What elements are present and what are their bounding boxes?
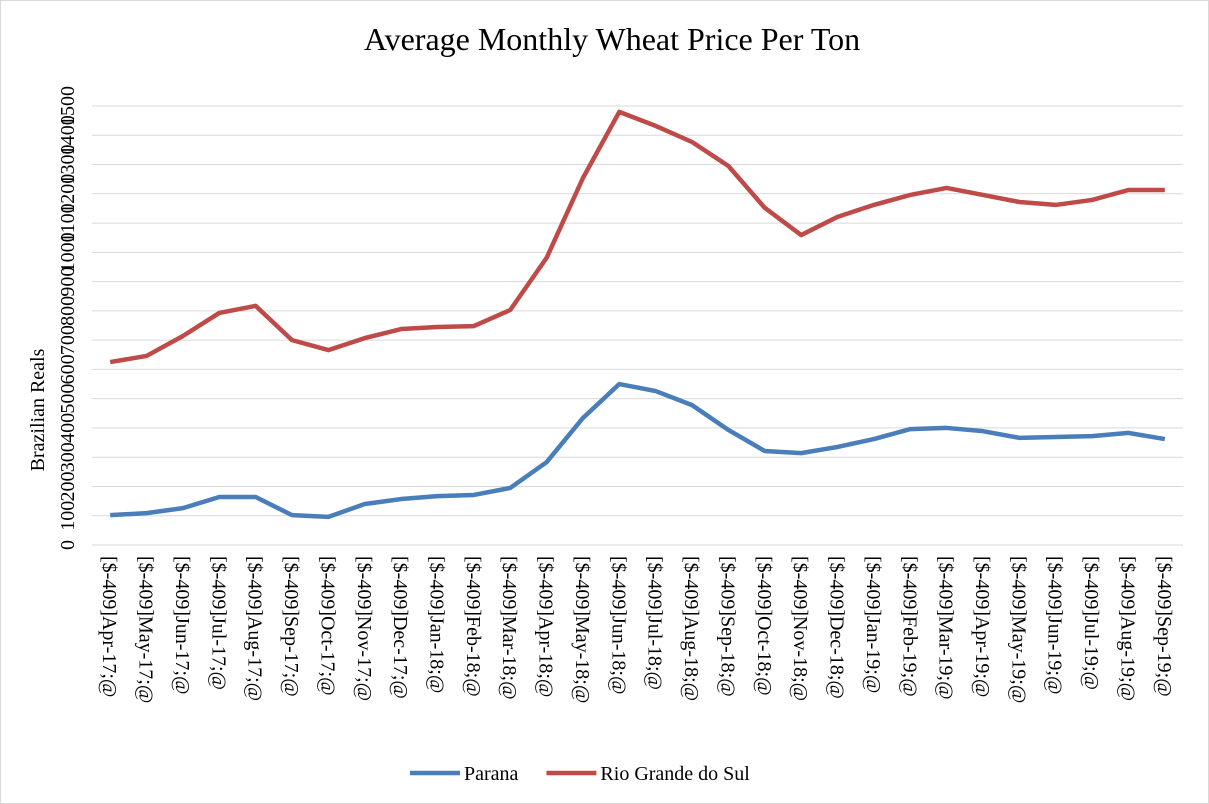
- x-tick-label: [$-409]Feb-18;@: [462, 556, 484, 697]
- x-tick-label: [$-409]Aug-18;@: [680, 556, 702, 701]
- y-tick-label: 500: [57, 384, 79, 414]
- x-tick-label: [$-409]Mar-19;@: [935, 556, 957, 700]
- x-tick-label: [$-409]Nov-17;@: [353, 556, 375, 701]
- x-tick-label: [$-409]Apr-17;@: [98, 556, 120, 697]
- x-tick-label: [$-409]Dec-17;@: [389, 556, 411, 699]
- y-tick-label: 300: [57, 442, 79, 472]
- chart-title: Average Monthly Wheat Price Per Ton: [364, 21, 860, 57]
- x-tick-label: [$-409]Mar-18;@: [498, 556, 520, 700]
- x-tick-label: [$-409]May-18;@: [571, 556, 593, 703]
- x-tick-label: [$-409]Apr-18;@: [535, 556, 557, 697]
- y-tick-label: 400: [57, 413, 79, 443]
- x-tick-label: [$-409]Jan-19;@: [862, 556, 884, 693]
- x-tick-label: [$-409]Oct-17;@: [316, 556, 338, 696]
- x-tick-label: [$-409]Jun-18;@: [607, 556, 629, 694]
- x-tick-label: [$-409]Aug-17;@: [244, 556, 266, 701]
- x-tick-label: [$-409]Feb-19;@: [898, 556, 920, 697]
- y-tick-label: 900: [57, 267, 79, 297]
- line-series: [110, 381, 1166, 520]
- y-tick-label: 1100: [57, 203, 79, 242]
- y-tick-label: 1000: [57, 232, 79, 272]
- y-tick-label: 1200: [57, 174, 79, 214]
- x-tick-label: [$-409]Jul-17;@: [207, 556, 229, 690]
- y-tick-label: 700: [57, 325, 79, 355]
- y-tick-label: 1500: [57, 86, 79, 126]
- y-tick-label: 800: [57, 296, 79, 326]
- x-tick-label: [$-409]Jul-19;@: [1080, 556, 1102, 690]
- x-tick-label: [$-409]Jun-19;@: [1044, 556, 1066, 694]
- x-tick-label: [$-409]Jan-18;@: [425, 556, 447, 693]
- legend-label: Parana: [464, 763, 519, 785]
- x-tick-label: [$-409]May-19;@: [1007, 556, 1029, 703]
- line-series: [109, 109, 1165, 365]
- y-tick-label: 1400: [57, 115, 79, 155]
- x-tick-label: [$-409]Jun-17;@: [171, 556, 193, 694]
- legend-label: Rio Grande do Sul: [600, 763, 750, 785]
- y-tick-label: 600: [57, 354, 79, 384]
- y-tick-label: 1300: [57, 145, 79, 185]
- x-tick-label: [$-409]Oct-18;@: [753, 556, 775, 696]
- x-tick-label: [$-409]Nov-18;@: [789, 556, 811, 701]
- x-tick-label: [$-409]Sep-19;@: [1153, 556, 1175, 697]
- x-tick-label: [$-409]Aug-19;@: [1116, 556, 1138, 701]
- y-tick-label: 0: [57, 540, 79, 550]
- x-tick-label: [$-409]May-17;@: [135, 556, 157, 703]
- y-tick-label: 200: [57, 471, 79, 501]
- y-axis-label: Brazilian Reals: [27, 348, 49, 471]
- x-tick-label: [$-409]Apr-19;@: [971, 556, 993, 697]
- x-tick-label: [$-409]Sep-17;@: [280, 556, 302, 697]
- x-tick-label: [$-409]Jul-18;@: [644, 556, 666, 690]
- y-tick-label: 100: [57, 501, 79, 531]
- x-tick-label: [$-409]Dec-18;@: [826, 556, 848, 699]
- x-tick-label: [$-409]Sep-18;@: [716, 556, 738, 697]
